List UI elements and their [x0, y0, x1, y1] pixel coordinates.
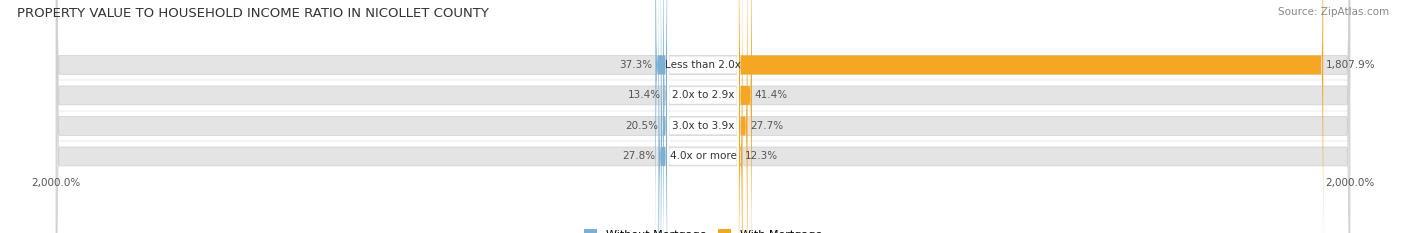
Text: 2.0x to 2.9x: 2.0x to 2.9x: [672, 90, 734, 100]
FancyBboxPatch shape: [56, 0, 1350, 233]
Text: 13.4%: 13.4%: [627, 90, 661, 100]
Text: 27.8%: 27.8%: [623, 151, 655, 161]
FancyBboxPatch shape: [738, 0, 1323, 233]
Text: 20.5%: 20.5%: [626, 121, 658, 131]
FancyBboxPatch shape: [738, 0, 752, 233]
FancyBboxPatch shape: [56, 0, 1350, 233]
Text: Source: ZipAtlas.com: Source: ZipAtlas.com: [1278, 7, 1389, 17]
Text: PROPERTY VALUE TO HOUSEHOLD INCOME RATIO IN NICOLLET COUNTY: PROPERTY VALUE TO HOUSEHOLD INCOME RATIO…: [17, 7, 489, 20]
FancyBboxPatch shape: [655, 0, 668, 233]
Text: 12.3%: 12.3%: [745, 151, 779, 161]
Text: 41.4%: 41.4%: [755, 90, 787, 100]
FancyBboxPatch shape: [668, 0, 738, 233]
FancyBboxPatch shape: [738, 0, 748, 233]
FancyBboxPatch shape: [668, 0, 738, 233]
Text: 27.7%: 27.7%: [751, 121, 783, 131]
Text: 1,807.9%: 1,807.9%: [1326, 60, 1375, 70]
FancyBboxPatch shape: [668, 0, 738, 233]
FancyBboxPatch shape: [664, 0, 668, 233]
FancyBboxPatch shape: [56, 0, 1350, 233]
Text: Less than 2.0x: Less than 2.0x: [665, 60, 741, 70]
FancyBboxPatch shape: [661, 0, 668, 233]
Legend: Without Mortgage, With Mortgage: Without Mortgage, With Mortgage: [583, 229, 823, 233]
FancyBboxPatch shape: [658, 0, 668, 233]
FancyBboxPatch shape: [668, 0, 738, 233]
FancyBboxPatch shape: [56, 0, 1350, 233]
Text: 4.0x or more: 4.0x or more: [669, 151, 737, 161]
Text: 3.0x to 3.9x: 3.0x to 3.9x: [672, 121, 734, 131]
Text: 37.3%: 37.3%: [620, 60, 652, 70]
FancyBboxPatch shape: [738, 0, 742, 233]
